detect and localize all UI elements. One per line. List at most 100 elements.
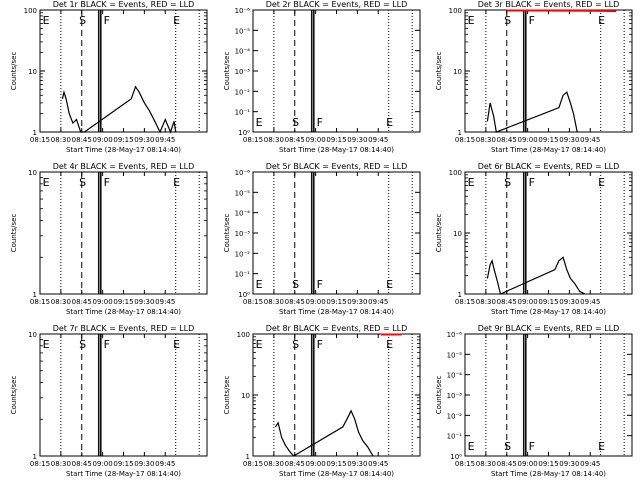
data-series-line bbox=[274, 409, 374, 457]
panel-title: Det 8r BLACK = Events, RED = LLD bbox=[266, 324, 408, 333]
y-tick-label: 10⁻⁵ bbox=[447, 351, 463, 359]
event-marker-e: E bbox=[43, 338, 50, 351]
x-tick-label: 08:45 bbox=[497, 298, 517, 306]
y-tick-label: 10⁻³ bbox=[235, 230, 251, 238]
event-marker-e: E bbox=[173, 14, 180, 27]
y-tick-label: 10 bbox=[241, 392, 250, 400]
event-marker-e: E bbox=[256, 278, 263, 291]
event-marker-s: S bbox=[292, 338, 299, 351]
event-marker-f: F bbox=[529, 14, 535, 27]
x-tick-label: 09:30 bbox=[134, 460, 154, 468]
x-tick-label: 08:30 bbox=[476, 298, 496, 306]
x-tick-label: 08:30 bbox=[51, 136, 71, 144]
event-marker-e: E bbox=[256, 338, 263, 351]
event-marker-e: E bbox=[256, 116, 263, 129]
y-tick-label: 100 bbox=[449, 169, 462, 177]
x-tick-label: 09:00 bbox=[518, 136, 538, 144]
x-tick-label: 08:15 bbox=[30, 136, 50, 144]
y-tick-label: 10⁻⁵ bbox=[235, 27, 251, 35]
x-tick-label: 09:30 bbox=[347, 298, 367, 306]
event-marker-f: F bbox=[317, 338, 323, 351]
event-marker-f: F bbox=[529, 176, 535, 189]
x-tick-label: 09:15 bbox=[538, 298, 558, 306]
x-tick-label: 09:00 bbox=[306, 136, 326, 144]
x-tick-label: 08:15 bbox=[455, 298, 475, 306]
y-tick-label: 10⁻³ bbox=[235, 68, 251, 76]
event-marker-e: E bbox=[468, 14, 475, 27]
event-marker-e: E bbox=[468, 176, 475, 189]
data-series-line bbox=[61, 85, 177, 134]
event-marker-e: E bbox=[386, 338, 393, 351]
y-tick-label: 10⁻² bbox=[447, 412, 463, 420]
x-tick-label: 09:15 bbox=[326, 298, 346, 306]
y-tick-label: 10⁻⁶ bbox=[447, 331, 463, 339]
y-tick-label: 1 bbox=[33, 453, 37, 461]
x-tick-label: 08:15 bbox=[30, 460, 50, 468]
x-tick-label: 08:30 bbox=[264, 298, 284, 306]
panel-title: Det 4r BLACK = Events, RED = LLD bbox=[53, 162, 195, 171]
event-marker-e: E bbox=[598, 176, 605, 189]
event-marker-s: S bbox=[79, 338, 86, 351]
plot-frame bbox=[39, 333, 208, 457]
x-tick-label: 08:45 bbox=[72, 460, 92, 468]
panel-title: Det 1r BLACK = Events, RED = LLD bbox=[53, 0, 195, 9]
y-tick-label: 1 bbox=[33, 291, 37, 299]
x-tick-label: 09:15 bbox=[538, 460, 558, 468]
x-tick-label: 08:15 bbox=[243, 298, 263, 306]
panel-title: Det 7r BLACK = Events, RED = LLD bbox=[53, 324, 195, 333]
x-tick-label: 08:30 bbox=[476, 460, 496, 468]
x-tick-label: 08:30 bbox=[51, 460, 71, 468]
x-tick-label: 09:30 bbox=[559, 298, 579, 306]
plot-frame bbox=[252, 9, 421, 133]
x-tick-label: 09:45 bbox=[368, 298, 388, 306]
y-tick-label: 10⁻³ bbox=[447, 392, 463, 400]
y-axis-label: Counts/sec bbox=[435, 52, 443, 91]
x-axis-label: Start Time (28-May-17 08:14:40) bbox=[491, 146, 606, 154]
y-tick-label: 10⁻¹ bbox=[235, 271, 251, 279]
x-tick-label: 09:15 bbox=[326, 460, 346, 468]
event-marker-f: F bbox=[104, 338, 110, 351]
y-tick-label: 10⁻⁴ bbox=[235, 48, 251, 56]
y-tick-label: 10 bbox=[28, 169, 37, 177]
x-tick-label: 08:15 bbox=[455, 460, 475, 468]
x-tick-label: 09:45 bbox=[580, 136, 600, 144]
x-axis-label: Start Time (28-May-17 08:14:40) bbox=[66, 308, 181, 316]
y-axis-label: Counts/sec bbox=[223, 214, 231, 253]
event-marker-f: F bbox=[529, 440, 535, 453]
y-tick-label: 100 bbox=[24, 7, 37, 15]
x-tick-label: 08:45 bbox=[285, 136, 305, 144]
event-marker-s: S bbox=[79, 176, 86, 189]
event-marker-e: E bbox=[173, 176, 180, 189]
y-axis-label: Counts/sec bbox=[223, 52, 231, 91]
event-marker-f: F bbox=[317, 116, 323, 129]
x-tick-label: 09:00 bbox=[518, 298, 538, 306]
x-axis-label: Start Time (28-May-17 08:14:40) bbox=[66, 146, 181, 154]
event-marker-s: S bbox=[292, 278, 299, 291]
x-axis-label: Start Time (28-May-17 08:14:40) bbox=[491, 470, 606, 478]
x-tick-label: 09:00 bbox=[306, 298, 326, 306]
x-axis-label: Start Time (28-May-17 08:14:40) bbox=[279, 146, 394, 154]
panel-title: Det 9r BLACK = Events, RED = LLD bbox=[478, 324, 620, 333]
x-axis-label: Start Time (28-May-17 08:14:40) bbox=[66, 470, 181, 478]
x-tick-label: 08:45 bbox=[72, 136, 92, 144]
plot-frame bbox=[39, 171, 208, 295]
data-series-line bbox=[506, 9, 617, 13]
x-tick-label: 09:15 bbox=[113, 298, 133, 306]
plot-frame bbox=[252, 171, 421, 295]
plot-frame bbox=[464, 171, 633, 295]
y-tick-label: 10 bbox=[28, 331, 37, 339]
x-tick-label: 09:15 bbox=[113, 136, 133, 144]
event-marker-s: S bbox=[79, 14, 86, 27]
x-tick-label: 09:15 bbox=[113, 460, 133, 468]
x-tick-label: 08:45 bbox=[497, 136, 517, 144]
y-axis-label: Counts/sec bbox=[10, 376, 18, 415]
x-tick-label: 08:15 bbox=[243, 460, 263, 468]
y-tick-label: 10⁻² bbox=[235, 88, 251, 96]
